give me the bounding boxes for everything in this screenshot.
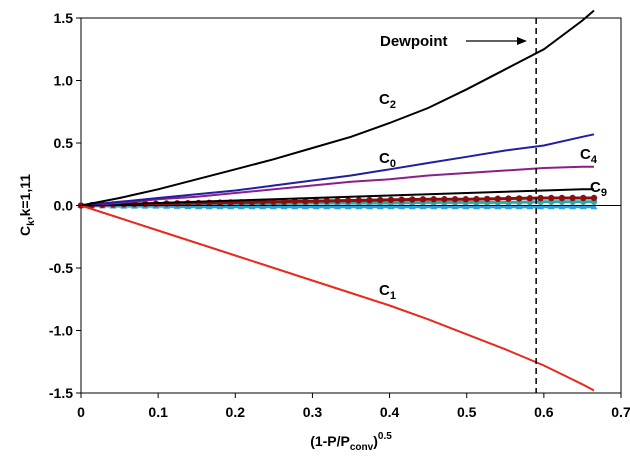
data-point	[580, 194, 587, 202]
data-point	[569, 203, 577, 210]
data-point	[505, 195, 512, 202]
series-line-c2	[80, 9, 595, 207]
data-point	[483, 195, 491, 203]
data-point	[558, 194, 566, 202]
data-point	[355, 197, 363, 204]
series-line-c0	[80, 133, 595, 207]
data-point	[344, 197, 352, 204]
data-point	[430, 196, 437, 203]
data-point	[441, 196, 448, 203]
dewpoint-arrow	[466, 37, 527, 45]
data-point	[505, 203, 512, 210]
data-point	[515, 195, 523, 202]
x-tick-label: 0.6	[534, 404, 554, 420]
data-point	[440, 203, 448, 210]
data-point	[334, 197, 341, 204]
y-tick-label: 1.0	[54, 73, 74, 89]
y-tick-label: 0.0	[54, 198, 74, 214]
data-point	[387, 203, 395, 210]
data-point	[312, 197, 320, 205]
data-point	[526, 195, 534, 202]
data-point	[472, 203, 480, 210]
series-label-c2: C2	[379, 91, 396, 111]
series-line-c4	[80, 165, 594, 207]
data-point	[462, 203, 470, 210]
data-point	[579, 203, 587, 210]
y-tick-label: 1.5	[54, 10, 74, 26]
data-point	[419, 203, 427, 210]
data-point	[312, 203, 320, 210]
series-label-c1: C1	[379, 282, 396, 302]
data-point	[355, 203, 363, 210]
data-point	[377, 196, 384, 204]
data-point	[398, 203, 406, 210]
data-point	[398, 196, 405, 203]
series-line-c1	[80, 204, 595, 392]
data-point	[387, 196, 395, 204]
data-point	[494, 195, 502, 202]
series-layer	[77, 9, 598, 392]
y-axis-title: Ck,k=1,11	[17, 174, 37, 236]
series-label-c0: C0	[379, 150, 396, 170]
data-point	[569, 194, 576, 202]
data-point	[366, 203, 374, 210]
x-tick-label: 0	[77, 404, 85, 420]
data-point	[419, 196, 427, 203]
data-point	[408, 203, 416, 210]
x-tick-label: 0.4	[380, 404, 400, 420]
series-line-c9	[80, 188, 594, 207]
data-point	[494, 203, 502, 210]
y-tick-label: -1.0	[49, 323, 73, 339]
y-tick-label: 0.5	[54, 135, 74, 151]
data-point	[515, 203, 523, 210]
y-tick-label: -1.5	[49, 385, 73, 401]
data-point	[462, 196, 469, 203]
data-point	[483, 203, 491, 210]
x-tick-label: 0.3	[303, 404, 323, 420]
data-point	[590, 203, 598, 210]
data-point	[302, 198, 309, 205]
data-point	[590, 194, 598, 202]
data-point	[473, 195, 480, 203]
data-point	[451, 196, 459, 203]
data-point	[537, 203, 545, 210]
series-label-c9: C9	[590, 179, 607, 199]
x-tick-label: 0.2	[226, 404, 246, 420]
data-point	[547, 203, 555, 210]
data-point	[323, 197, 331, 205]
data-point	[430, 203, 438, 210]
data-point	[451, 203, 459, 210]
ticks-layer: 0 0.1 0.2 0.3 0.4 0.5 0.6 0.7 -1.5 -1.0 -0.5 0.0 0.5…	[49, 10, 630, 420]
series-label-c4: C4	[580, 146, 598, 166]
data-point	[323, 203, 331, 210]
data-point	[366, 196, 373, 204]
data-point	[558, 203, 566, 210]
data-point	[526, 203, 534, 210]
data-point	[280, 198, 288, 205]
data-point	[344, 203, 352, 210]
data-point	[548, 194, 555, 202]
x-tick-label: 0.1	[148, 404, 168, 420]
data-point	[334, 203, 341, 210]
x-tick-label: 0.5	[457, 404, 477, 420]
dewpoint-label: Dewpoint	[380, 33, 448, 50]
data-point	[537, 194, 544, 202]
x-axis-title: (1-P/Pconv)0.5	[310, 431, 392, 453]
data-point	[376, 203, 384, 210]
labels-layer: C0 C1 C2 C4 C9	[379, 91, 607, 302]
y-tick-label: -0.5	[49, 260, 73, 276]
x-tick-label: 0.7	[611, 404, 630, 420]
data-point	[409, 196, 416, 203]
data-point	[291, 198, 298, 205]
